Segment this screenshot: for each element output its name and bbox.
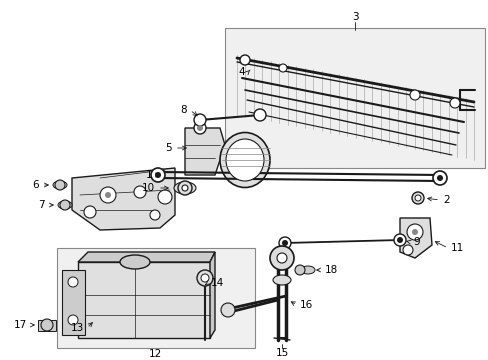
- Circle shape: [409, 90, 419, 100]
- Circle shape: [402, 245, 412, 255]
- Circle shape: [84, 206, 96, 218]
- Ellipse shape: [220, 132, 269, 188]
- Circle shape: [294, 265, 305, 275]
- Text: 4: 4: [238, 67, 244, 77]
- Circle shape: [194, 122, 205, 134]
- Polygon shape: [399, 218, 431, 258]
- Text: 2: 2: [442, 195, 448, 205]
- Circle shape: [151, 168, 164, 182]
- Text: 16: 16: [299, 300, 313, 310]
- Circle shape: [60, 200, 70, 210]
- Text: 5: 5: [165, 143, 172, 153]
- Circle shape: [41, 319, 53, 331]
- Polygon shape: [78, 252, 215, 262]
- Circle shape: [100, 187, 116, 203]
- Ellipse shape: [120, 255, 150, 269]
- Text: 10: 10: [142, 183, 155, 193]
- Ellipse shape: [53, 181, 67, 189]
- Polygon shape: [209, 252, 215, 338]
- Bar: [57, 248, 254, 348]
- Circle shape: [411, 192, 423, 204]
- Ellipse shape: [272, 275, 290, 285]
- Circle shape: [279, 64, 286, 72]
- Circle shape: [432, 171, 446, 185]
- Circle shape: [414, 195, 420, 201]
- Text: 9: 9: [412, 237, 419, 247]
- Polygon shape: [78, 262, 209, 338]
- Circle shape: [436, 175, 442, 181]
- Circle shape: [197, 270, 213, 286]
- Text: 3: 3: [351, 12, 358, 22]
- Text: 11: 11: [450, 243, 463, 253]
- Circle shape: [279, 237, 290, 249]
- Circle shape: [197, 125, 203, 131]
- Circle shape: [155, 172, 161, 178]
- Circle shape: [182, 185, 187, 191]
- Circle shape: [134, 186, 146, 198]
- Circle shape: [105, 192, 111, 198]
- Circle shape: [68, 277, 78, 287]
- Circle shape: [411, 229, 417, 235]
- Polygon shape: [72, 168, 175, 230]
- Circle shape: [396, 237, 402, 243]
- Text: 17: 17: [14, 320, 27, 330]
- Circle shape: [150, 210, 160, 220]
- Ellipse shape: [174, 182, 196, 194]
- Circle shape: [240, 55, 249, 65]
- Circle shape: [276, 253, 286, 263]
- Ellipse shape: [225, 139, 264, 181]
- Text: 8: 8: [180, 105, 186, 115]
- Circle shape: [393, 234, 405, 246]
- Bar: [38, 320, 56, 331]
- Circle shape: [201, 274, 208, 282]
- Polygon shape: [184, 128, 224, 175]
- Text: 14: 14: [210, 278, 224, 288]
- Circle shape: [269, 246, 293, 270]
- Text: 13: 13: [71, 323, 84, 333]
- Circle shape: [221, 303, 235, 317]
- Text: 12: 12: [148, 349, 162, 359]
- Circle shape: [253, 109, 265, 121]
- Bar: [224, 28, 484, 168]
- Circle shape: [449, 98, 459, 108]
- Text: 7: 7: [38, 200, 45, 210]
- Circle shape: [68, 315, 78, 325]
- Text: 18: 18: [325, 265, 338, 275]
- Ellipse shape: [58, 201, 72, 209]
- Circle shape: [178, 181, 192, 195]
- Circle shape: [194, 114, 205, 126]
- Ellipse shape: [301, 266, 314, 274]
- Text: 15: 15: [275, 348, 288, 358]
- Polygon shape: [62, 270, 85, 335]
- Circle shape: [282, 240, 287, 246]
- Circle shape: [158, 190, 172, 204]
- Circle shape: [406, 224, 422, 240]
- Text: 1: 1: [145, 170, 152, 180]
- Text: 6: 6: [32, 180, 39, 190]
- Circle shape: [55, 180, 65, 190]
